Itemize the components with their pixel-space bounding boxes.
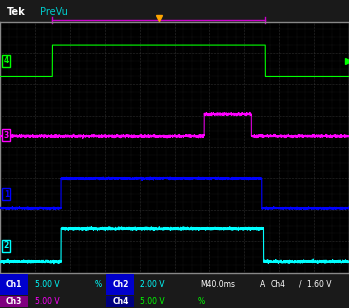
Text: 1.60 V: 1.60 V	[307, 280, 332, 289]
Text: /: /	[299, 280, 302, 289]
Text: M40.0ms: M40.0ms	[201, 280, 236, 289]
Text: 3: 3	[3, 131, 9, 140]
Text: Ch1: Ch1	[6, 280, 22, 289]
Text: 2.00 V: 2.00 V	[140, 280, 164, 289]
Text: %: %	[197, 297, 204, 306]
Text: 5.00 V: 5.00 V	[140, 297, 164, 306]
Text: Ch3: Ch3	[6, 297, 22, 306]
FancyBboxPatch shape	[106, 274, 134, 294]
Text: 1: 1	[3, 190, 9, 199]
Text: Ch2: Ch2	[112, 280, 128, 289]
FancyBboxPatch shape	[0, 274, 28, 294]
FancyBboxPatch shape	[0, 296, 28, 307]
Text: 5.00 V: 5.00 V	[35, 280, 60, 289]
Text: %: %	[94, 280, 101, 289]
FancyBboxPatch shape	[106, 296, 134, 307]
Text: 4: 4	[3, 56, 9, 65]
Text: Ch4: Ch4	[112, 297, 128, 306]
Text: Ch4: Ch4	[270, 280, 285, 289]
Text: PreVu: PreVu	[40, 7, 68, 17]
Text: 2: 2	[3, 241, 9, 250]
Text: Tek: Tek	[7, 7, 26, 17]
Text: A: A	[260, 280, 265, 289]
Text: 5.00 V: 5.00 V	[35, 297, 60, 306]
